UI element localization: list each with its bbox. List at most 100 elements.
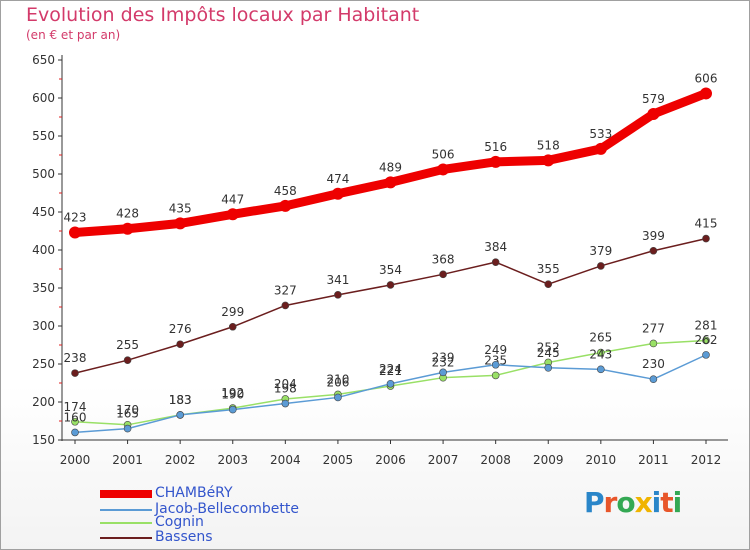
- data-label-cognin-2002: 183: [169, 393, 192, 407]
- data-label-cognin-2000: 174: [64, 400, 87, 414]
- data-point-jacob-bellecombette-2007: [439, 368, 447, 377]
- data-point-bassens-2004: [281, 301, 290, 310]
- data-label-cognin-2001: 170: [116, 403, 139, 417]
- data-point-jacob-bellecombette-2011: [649, 375, 658, 384]
- data-label-jacob-bellecombette-2009: 245: [537, 346, 560, 360]
- y-tick-label-550: 550: [32, 129, 55, 143]
- legend-swatch-jacob-bellecombette: [100, 509, 152, 511]
- data-label-bassens-2006: 354: [379, 263, 402, 277]
- y-tick-label-400: 400: [32, 243, 55, 257]
- x-tick-label-2005: 2005: [323, 453, 354, 467]
- data-point-jacob-bellecombette-2010: [597, 365, 605, 374]
- data-label-chambery-2007: 506: [432, 147, 455, 161]
- data-point-cognin-2000: [71, 417, 79, 426]
- data-label-chambery-2012: 606: [695, 71, 718, 85]
- data-point-chambery-2005: [331, 187, 344, 200]
- data-point-chambery-2011: [647, 107, 660, 120]
- data-point-chambery-2002: [174, 217, 187, 230]
- chart-subtitle: (en € et par an): [26, 28, 121, 42]
- legend-label-chambery: CHAMBéRY: [155, 485, 233, 501]
- legend-swatch-bassens: [100, 537, 152, 539]
- data-point-chambery-2003: [226, 208, 239, 221]
- x-tick-label-2010: 2010: [586, 453, 617, 467]
- data-label-bassens-2008: 384: [484, 240, 507, 254]
- data-point-jacob-bellecombette-2001: [123, 424, 132, 433]
- data-point-bassens-2009: [544, 280, 553, 289]
- data-label-jacob-bellecombette-2008: 249: [484, 343, 507, 357]
- x-tick-label-2009: 2009: [533, 453, 564, 467]
- y-tick-label-250: 250: [32, 357, 55, 371]
- data-label-bassens-2004: 327: [274, 283, 297, 297]
- data-label-bassens-2011: 399: [642, 229, 665, 243]
- data-point-bassens-2001: [123, 356, 132, 365]
- data-label-bassens-2010: 379: [589, 244, 612, 258]
- data-label-chambery-2001: 428: [116, 207, 139, 221]
- chart-title: Evolution des Impôts locaux par Habitant: [26, 4, 420, 26]
- data-point-cognin-2010: [597, 348, 605, 357]
- data-point-bassens-2010: [597, 262, 605, 270]
- data-label-chambery-2003: 447: [221, 192, 244, 206]
- data-label-cognin-2004: 204: [274, 377, 297, 391]
- legend-label-bassens: Bassens: [155, 529, 213, 545]
- data-label-jacob-bellecombette-2010: 243: [589, 347, 612, 361]
- data-point-jacob-bellecombette-2005: [334, 393, 342, 402]
- data-point-bassens-2005: [334, 291, 342, 299]
- legend-label-cognin: Cognin: [155, 514, 204, 530]
- x-tick-label-2001: 2001: [112, 453, 143, 467]
- data-label-bassens-2002: 276: [169, 322, 192, 336]
- logo-letter: x: [634, 486, 653, 519]
- data-label-cognin-2003: 192: [221, 386, 244, 400]
- data-point-bassens-2012: [702, 234, 710, 243]
- data-label-bassens-2005: 341: [326, 273, 349, 287]
- data-label-jacob-bellecombette-2002: 183: [169, 393, 192, 407]
- data-label-cognin-2005: 210: [326, 372, 349, 386]
- data-label-jacob-bellecombette-2003: 190: [221, 388, 244, 402]
- data-point-bassens-2008: [491, 258, 500, 266]
- legend-swatch-chambery: [100, 490, 152, 498]
- data-label-jacob-bellecombette-2007: 239: [432, 350, 455, 364]
- x-tick-label-2007: 2007: [428, 453, 459, 467]
- data-label-chambery-2010: 533: [589, 127, 612, 141]
- data-label-jacob-bellecombette-2012: 262: [695, 333, 718, 347]
- data-label-cognin-2010: 265: [589, 331, 612, 345]
- data-point-jacob-bellecombette-2012: [702, 351, 710, 359]
- x-tick-label-2011: 2011: [638, 453, 669, 467]
- data-label-chambery-2011: 579: [642, 92, 665, 106]
- x-tick-label-2012: 2012: [691, 453, 722, 467]
- data-label-chambery-2009: 518: [537, 138, 560, 152]
- data-point-jacob-bellecombette-2000: [71, 428, 79, 437]
- data-label-cognin-2006: 221: [379, 364, 402, 378]
- x-tick-label-2002: 2002: [165, 453, 196, 467]
- data-label-chambery-2000: 423: [64, 211, 87, 225]
- y-tick-label-600: 600: [32, 91, 55, 105]
- data-label-jacob-bellecombette-2005: 206: [326, 375, 349, 389]
- data-point-chambery-2004: [279, 199, 292, 212]
- data-label-chambery-2005: 474: [326, 172, 349, 186]
- data-point-chambery-2012: [700, 87, 712, 100]
- y-tick-label-500: 500: [32, 167, 55, 181]
- data-point-jacob-bellecombette-2009: [544, 363, 553, 372]
- data-label-bassens-2001: 255: [116, 338, 139, 352]
- data-label-cognin-2008: 235: [484, 353, 507, 367]
- data-point-jacob-bellecombette-2003: [228, 405, 237, 414]
- logo-letter: t: [660, 486, 673, 519]
- x-tick-label-2006: 2006: [375, 453, 406, 467]
- logo-letter: i: [672, 486, 683, 519]
- y-tick-label-150: 150: [32, 433, 55, 447]
- data-label-chambery-2002: 435: [169, 201, 192, 215]
- data-label-bassens-2012: 415: [695, 217, 718, 231]
- data-label-chambery-2004: 458: [274, 184, 297, 198]
- x-tick-label-2000: 2000: [60, 453, 91, 467]
- data-point-cognin-2012: [702, 336, 710, 345]
- data-point-bassens-2006: [386, 281, 395, 289]
- data-point-chambery-2009: [542, 154, 555, 167]
- data-label-bassens-2009: 355: [537, 262, 560, 276]
- data-label-chambery-2008: 516: [484, 140, 507, 154]
- data-point-bassens-2000: [71, 369, 79, 377]
- logo-letter: i: [651, 486, 662, 519]
- data-point-jacob-bellecombette-2008: [491, 360, 500, 369]
- x-tick-label-2008: 2008: [480, 453, 511, 467]
- y-tick-label-450: 450: [32, 205, 55, 219]
